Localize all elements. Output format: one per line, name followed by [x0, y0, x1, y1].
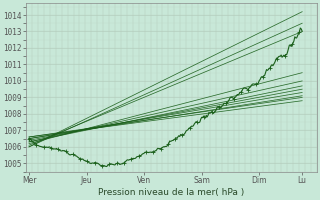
X-axis label: Pression niveau de la mer( hPa ): Pression niveau de la mer( hPa )	[98, 188, 244, 197]
